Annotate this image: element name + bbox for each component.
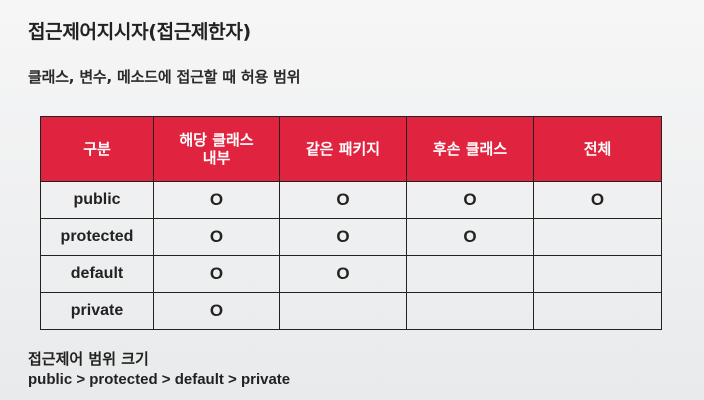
- header-category: 구분: [40, 116, 154, 182]
- row-label-default: default: [40, 255, 154, 293]
- header-same-package: 같은 패키지: [279, 116, 407, 182]
- row-label-protected: protected: [40, 218, 154, 256]
- row-label-private: private: [40, 292, 154, 330]
- table-row: public O O O O: [40, 181, 662, 219]
- access-mark: O: [406, 181, 534, 219]
- table-row: protected O O O: [40, 218, 662, 256]
- header-same-class: 해당 클래스 내부: [153, 116, 280, 182]
- header-all: 전체: [533, 116, 662, 182]
- table-row: private O: [40, 292, 662, 330]
- access-mark: O: [279, 255, 407, 293]
- access-mark: [279, 292, 407, 330]
- access-mark: O: [153, 292, 280, 330]
- access-mark: O: [279, 181, 407, 219]
- scope-size-heading: 접근제어 범위 크기: [28, 350, 149, 368]
- scope-order-text: public > protected > default > private: [28, 371, 291, 388]
- row-label-public: public: [40, 181, 154, 219]
- access-mark: [406, 292, 534, 330]
- access-mark: O: [153, 255, 280, 293]
- access-mark: [406, 255, 534, 293]
- access-mark: O: [153, 181, 280, 219]
- access-mark: O: [406, 218, 534, 256]
- access-modifier-table: 구분 해당 클래스 내부 같은 패키지 후손 클래스 전체 public O O…: [40, 116, 662, 330]
- page-title: 접근제어지시자(접근제한자): [28, 21, 251, 43]
- access-mark: [533, 218, 662, 256]
- access-mark: O: [279, 218, 407, 256]
- table-row: default O O: [40, 255, 662, 293]
- access-mark: O: [533, 181, 662, 219]
- access-mark: O: [153, 218, 280, 256]
- access-mark: [533, 255, 662, 293]
- header-subclass: 후손 클래스: [406, 116, 534, 182]
- page-subtitle: 클래스, 변수, 메소드에 접근할 때 허용 범위: [28, 68, 301, 86]
- table-header-row: 구분 해당 클래스 내부 같은 패키지 후손 클래스 전체: [40, 116, 662, 182]
- access-mark: [533, 292, 662, 330]
